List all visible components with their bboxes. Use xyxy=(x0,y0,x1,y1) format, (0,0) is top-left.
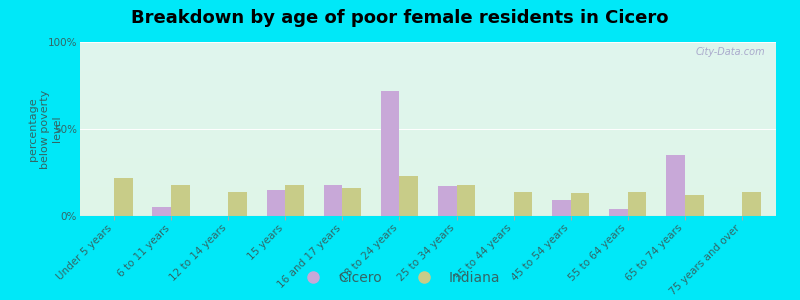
Bar xyxy=(514,192,533,216)
Bar xyxy=(742,192,761,216)
Bar xyxy=(399,176,418,216)
Legend: Cicero, Indiana: Cicero, Indiana xyxy=(294,265,506,290)
Text: City-Data.com: City-Data.com xyxy=(696,47,766,57)
Bar xyxy=(457,185,475,216)
Bar xyxy=(286,185,304,216)
Bar xyxy=(381,91,399,216)
Bar xyxy=(342,188,362,216)
Text: Breakdown by age of poor female residents in Cicero: Breakdown by age of poor female resident… xyxy=(131,9,669,27)
Bar xyxy=(685,195,703,216)
Bar xyxy=(266,190,286,216)
Bar xyxy=(666,155,685,216)
Bar xyxy=(171,185,190,216)
Bar xyxy=(609,209,628,216)
Bar xyxy=(628,192,646,216)
Bar xyxy=(153,207,171,216)
Bar xyxy=(552,200,570,216)
Bar xyxy=(438,186,457,216)
Bar xyxy=(570,194,590,216)
Bar xyxy=(323,185,342,216)
Bar xyxy=(228,192,247,216)
Y-axis label: percentage
below poverty
level: percentage below poverty level xyxy=(28,89,62,169)
Bar xyxy=(114,178,133,216)
